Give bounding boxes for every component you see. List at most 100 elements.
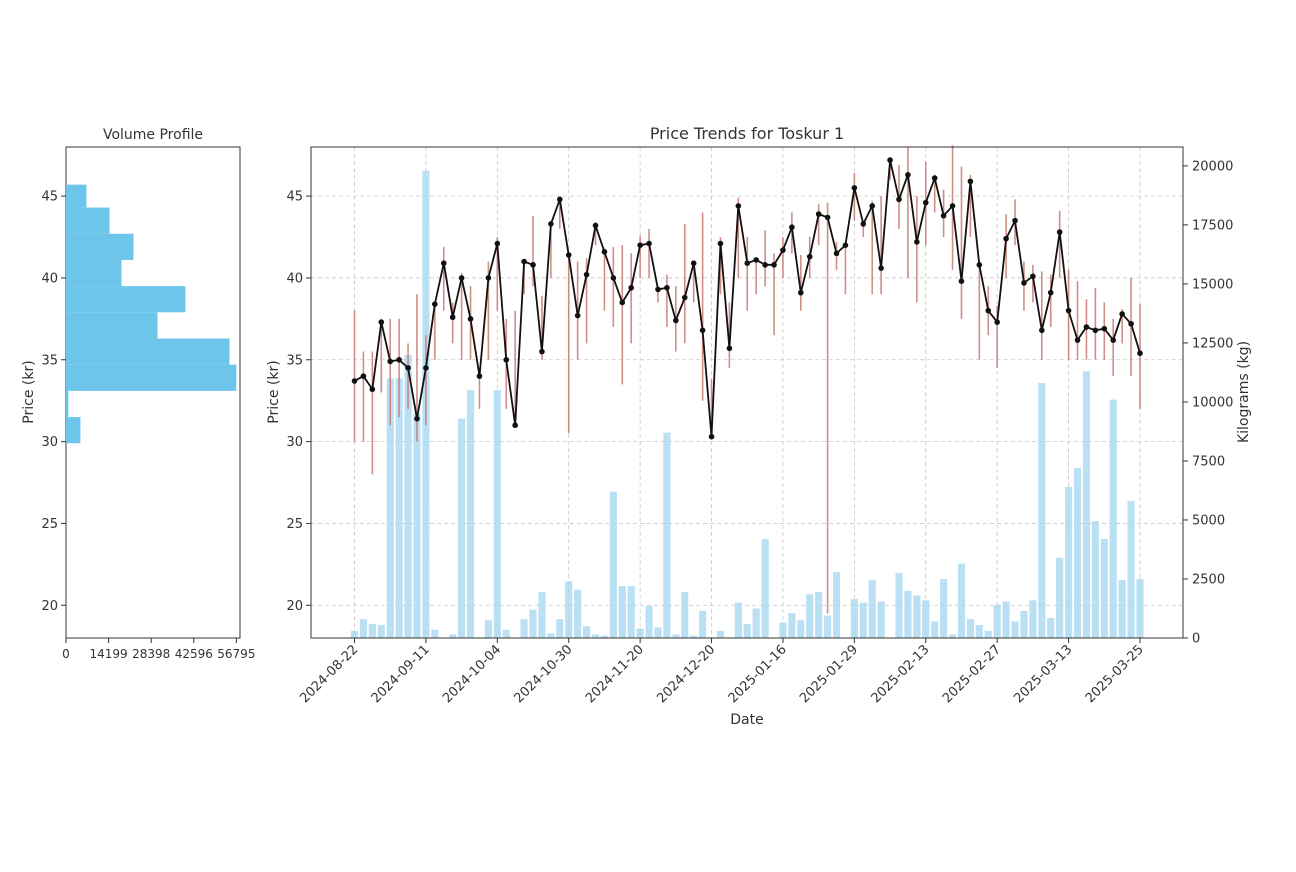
price-point — [753, 257, 759, 263]
price-point — [423, 365, 429, 371]
kilogram-bar — [904, 590, 912, 638]
kilogram-bar — [815, 591, 823, 638]
kilogram-bar — [1073, 468, 1082, 638]
price-point — [664, 284, 670, 291]
volume-profile-ytick-label: 45 — [41, 190, 58, 205]
price-trend-chart: 20 25 30 35 40 45 0 2500 5000 7500 10000 12500 1500… — [266, 124, 1252, 728]
kilogram-ytick-label: 2500 — [1192, 572, 1225, 587]
price-xtick-label: 2025-02-27 — [940, 642, 1004, 706]
kilogram-bar — [413, 413, 421, 638]
price-point — [494, 240, 501, 247]
kilogram-bar — [913, 595, 921, 638]
kilogram-bar — [788, 613, 796, 638]
kilogram-bar — [975, 625, 983, 638]
price-point — [1039, 327, 1045, 334]
kilogram-bar — [672, 634, 680, 638]
price-point — [967, 178, 974, 185]
price-ytick-label: 20 — [286, 599, 303, 614]
price-point — [940, 212, 947, 219]
price-point — [878, 265, 884, 271]
volume-profile-bar — [66, 286, 186, 313]
volume-profile-ytick-label: 30 — [41, 435, 58, 450]
kilogram-ytick-label: 17500 — [1192, 218, 1233, 233]
price-point — [1012, 217, 1018, 224]
price-point — [592, 222, 599, 229]
price-point — [637, 242, 643, 248]
volume-profile-xtick-label: 56795 — [217, 647, 255, 661]
price-point — [360, 373, 367, 379]
price-xtick-label: 2024-10-04 — [440, 642, 504, 706]
price-point — [798, 289, 804, 296]
volume-profile-chart: 20 25 30 35 40 45 0 14199 28398 42596 56795 Volum… — [21, 127, 255, 661]
kilogram-bar — [645, 606, 653, 638]
price-point — [905, 172, 911, 178]
kilogram-bar — [493, 390, 501, 638]
kilogram-bar — [502, 629, 510, 638]
price-point — [646, 240, 652, 247]
kilogram-bar — [520, 619, 528, 638]
price-xtick-label: 2024-08-22 — [297, 642, 361, 706]
kilogram-bar — [1082, 371, 1091, 638]
price-point — [994, 319, 1000, 325]
price-xtick-label: 2025-03-13 — [1011, 642, 1075, 706]
kilogram-bar — [600, 635, 609, 638]
kilogram-ytick-label: 12500 — [1192, 336, 1233, 351]
price-point — [815, 211, 822, 217]
price-point — [1056, 229, 1063, 235]
kilogram-bar — [922, 600, 930, 638]
kilogram-bar — [449, 634, 457, 638]
kilogram-bar — [940, 578, 948, 638]
price-point — [1074, 337, 1081, 343]
volume-profile-ytick-label: 40 — [41, 271, 58, 286]
price-xtick-label: 2025-02-13 — [869, 642, 933, 706]
kilogram-bar — [966, 619, 974, 638]
kilogram-bar — [699, 610, 707, 638]
kilogram-ytick-label: 0 — [1192, 632, 1200, 647]
price-trend-title: Price Trends for Toskur 1 — [650, 124, 844, 143]
price-point — [869, 203, 876, 209]
kilogram-ytick-label: 10000 — [1192, 395, 1233, 410]
kilogram-bar — [591, 634, 600, 638]
kilogram-bar — [948, 634, 957, 638]
price-point — [762, 262, 768, 268]
volume-profile-bar — [66, 184, 87, 208]
price-point — [824, 214, 831, 221]
volume-profile-xtick-label: 28398 — [132, 647, 170, 661]
price-xtick-label: 2024-09-11 — [369, 642, 433, 706]
price-point — [726, 345, 733, 352]
kilogram-bar — [1056, 557, 1064, 638]
price-trend-ylabel: Price (kr) — [266, 360, 282, 423]
price-ytick-label: 35 — [286, 353, 303, 368]
kilogram-bar — [466, 390, 475, 638]
price-point — [1119, 311, 1125, 317]
price-point — [673, 317, 679, 324]
price-point — [1021, 280, 1027, 286]
kilogram-bar — [957, 563, 966, 638]
price-point — [530, 262, 536, 268]
volume-profile-xtick-label: 14199 — [90, 647, 128, 661]
price-point — [565, 252, 572, 258]
volume-profile-ylabel: Price (kr) — [21, 360, 37, 423]
price-point — [369, 386, 376, 393]
price-point — [1083, 324, 1090, 330]
price-point — [1047, 289, 1054, 296]
price-point — [976, 262, 983, 268]
price-point — [655, 286, 661, 293]
price-point — [440, 260, 447, 267]
price-point — [887, 157, 893, 163]
price-point — [690, 260, 697, 267]
kilogram-bar — [1011, 621, 1019, 638]
kilogram-bar — [752, 608, 760, 638]
kilogram-bar — [654, 627, 662, 638]
price-xtick-label: 2024-11-20 — [583, 642, 647, 706]
kilogram-bar — [1091, 521, 1099, 638]
price-point — [378, 319, 385, 325]
price-point — [833, 250, 840, 257]
price-point — [1092, 327, 1099, 334]
kilogram-bar — [1100, 538, 1108, 638]
price-point — [780, 247, 786, 253]
volume-profile-title: Volume Profile — [103, 127, 203, 143]
price-point — [771, 262, 777, 268]
kilogram-ytick-label: 20000 — [1192, 159, 1233, 174]
